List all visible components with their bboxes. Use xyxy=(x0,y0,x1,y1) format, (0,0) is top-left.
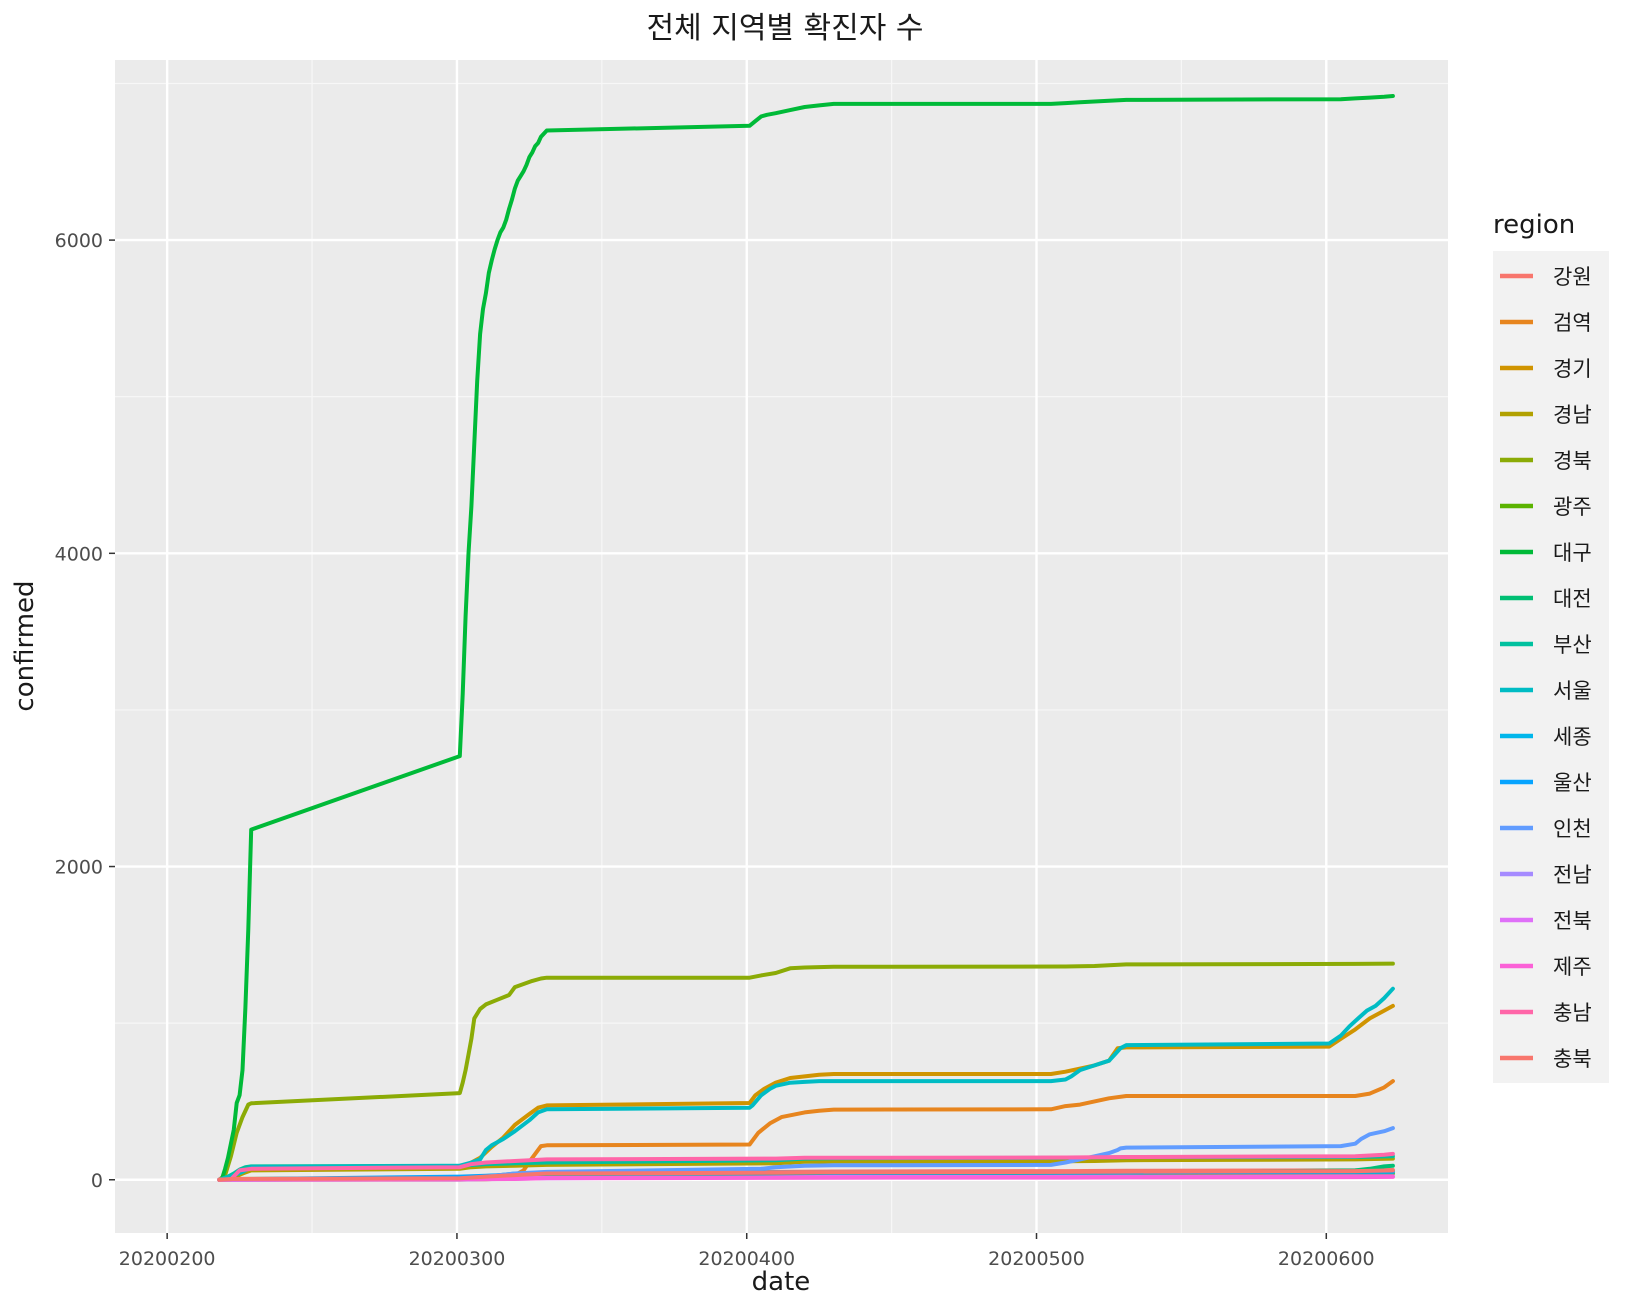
legend-label: 충남 xyxy=(1553,1001,1592,1025)
x-tick-labels: 20200200 20200300 20200400 20200500 20200600 xyxy=(119,1248,1375,1270)
series-line-7 xyxy=(217,94,1395,1182)
y-tick-label: 0 xyxy=(91,1170,103,1192)
legend-label: 전남 xyxy=(1553,863,1592,887)
x-axis-title: date xyxy=(752,1267,811,1297)
x-tick-label: 20200500 xyxy=(988,1248,1085,1270)
legend-label: 울산 xyxy=(1553,771,1592,795)
series-line-18 xyxy=(217,1168,1395,1182)
x-tick-label: 20200300 xyxy=(409,1248,506,1270)
series-line-2 xyxy=(217,1079,1395,1182)
series-line-10 xyxy=(217,986,1395,1182)
series-line-4 xyxy=(217,1156,1395,1182)
legend-label: 대구 xyxy=(1553,541,1592,565)
y-tick-labels: 0 2000 4000 6000 xyxy=(55,230,103,1192)
x-tick-label: 20200400 xyxy=(698,1248,795,1270)
legend-label: 인천 xyxy=(1553,817,1592,841)
series-line-5 xyxy=(217,961,1395,1182)
legend-label: 제주 xyxy=(1553,955,1592,979)
legend-title: region xyxy=(1493,210,1575,240)
plot-panel xyxy=(115,60,1448,1233)
legend-label: 서울 xyxy=(1553,679,1592,703)
legend-label: 검역 xyxy=(1553,311,1592,335)
legend-label: 전북 xyxy=(1553,909,1592,933)
legend-label: 경기 xyxy=(1553,357,1592,381)
legend-label: 부산 xyxy=(1553,633,1592,657)
series-lines xyxy=(217,94,1395,1182)
legend-label: 대전 xyxy=(1553,587,1592,611)
legend-label: 세종 xyxy=(1553,725,1592,749)
legend-label: 강원 xyxy=(1553,265,1592,289)
minor-gridlines xyxy=(115,60,1448,1233)
x-tick-label: 20200600 xyxy=(1278,1248,1375,1270)
legend-label: 충북 xyxy=(1553,1047,1592,1071)
legend-background xyxy=(1493,251,1609,1083)
axis-ticks xyxy=(109,239,1328,1239)
legend-label: 경북 xyxy=(1553,449,1592,473)
x-tick-label: 20200200 xyxy=(119,1248,216,1270)
legend-label: 광주 xyxy=(1553,495,1592,519)
y-tick-label: 2000 xyxy=(55,857,103,879)
y-tick-label: 4000 xyxy=(55,543,103,565)
legend-label: 경남 xyxy=(1553,403,1592,427)
y-axis-title: confirmed xyxy=(10,580,40,711)
series-line-17 xyxy=(217,1151,1395,1182)
chart-title: 전체 지역별 확진자 수 xyxy=(646,11,923,46)
y-tick-label: 6000 xyxy=(55,230,103,252)
